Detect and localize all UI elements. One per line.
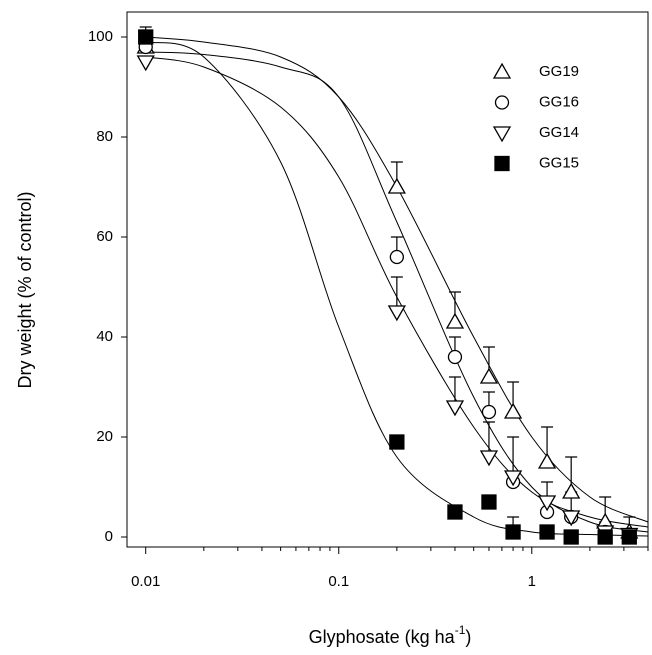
data-point xyxy=(562,482,581,499)
legend-label: GG15 xyxy=(539,154,579,171)
legend-marker xyxy=(492,126,512,143)
legend-label: GG16 xyxy=(539,93,579,110)
data-point xyxy=(445,400,465,417)
data-point xyxy=(447,349,463,365)
y-tick-label: 80 xyxy=(96,128,113,145)
data-point xyxy=(503,402,523,419)
y-tick-label: 60 xyxy=(96,228,113,245)
data-point xyxy=(136,55,155,72)
legend-label: GG19 xyxy=(539,63,579,80)
data-point xyxy=(479,450,499,467)
x-tick-label: 0.01 xyxy=(131,573,160,590)
fit-curve xyxy=(145,36,649,523)
fit-curve xyxy=(145,51,649,533)
data-point xyxy=(537,495,557,512)
x-title-sup: -1 xyxy=(455,623,466,637)
y-tick-label: 40 xyxy=(96,328,113,345)
y-tick-label: 100 xyxy=(88,28,113,45)
data-point xyxy=(597,529,613,545)
data-point xyxy=(621,529,637,545)
data-point xyxy=(562,510,581,527)
plot-frame xyxy=(126,11,649,548)
x-axis-title: Glyphosate (kg ha-1) xyxy=(309,623,472,647)
error-bar xyxy=(507,436,520,477)
data-point xyxy=(447,504,463,520)
data-point xyxy=(387,305,406,322)
y-tick-label: 20 xyxy=(96,428,113,445)
data-point xyxy=(481,404,497,420)
x-tick-label: 0.1 xyxy=(328,573,349,590)
data-point xyxy=(481,494,497,510)
x-title-end: ) xyxy=(465,627,471,647)
data-point xyxy=(563,529,579,545)
x-title-main: Glyphosate (kg ha xyxy=(309,627,456,647)
data-point xyxy=(389,434,405,450)
data-point xyxy=(503,470,523,487)
data-point xyxy=(505,524,521,540)
legend-marker xyxy=(494,155,510,172)
data-point xyxy=(539,524,555,540)
legend-marker xyxy=(492,62,512,79)
y-tick-label: 0 xyxy=(105,528,113,545)
data-point xyxy=(389,249,405,265)
data-point xyxy=(138,29,154,45)
legend-marker xyxy=(494,95,510,110)
data-point xyxy=(387,177,406,194)
data-point xyxy=(445,312,465,329)
legend-label: GG14 xyxy=(539,124,579,141)
data-point xyxy=(479,367,499,384)
y-axis-title: Dry weight (% of control) xyxy=(15,191,35,388)
x-tick-label: 1 xyxy=(528,573,536,590)
data-point xyxy=(537,452,557,469)
